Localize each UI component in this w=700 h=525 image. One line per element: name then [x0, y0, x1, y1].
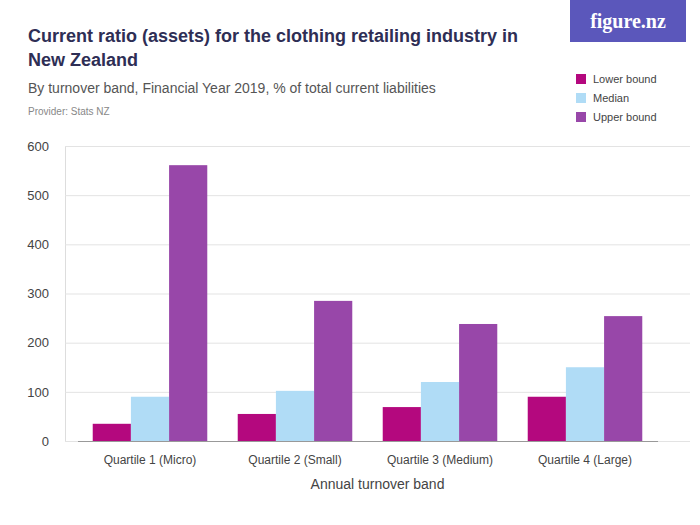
x-axis-line — [78, 441, 658, 442]
y-tick-label: 100 — [27, 384, 49, 399]
y-axis-line — [66, 147, 691, 442]
grid-line — [65, 146, 690, 147]
x-tick-label: Quartile 1 (Micro) — [104, 453, 197, 467]
y-tick-label: 600 — [27, 139, 49, 154]
y-tick: 200 — [27, 335, 690, 350]
bar — [169, 165, 207, 441]
bars — [93, 165, 643, 441]
legend-label: Upper bound — [593, 111, 657, 123]
legend-swatch — [576, 93, 586, 103]
series — [169, 165, 642, 441]
y-tick: 300 — [27, 286, 690, 301]
bar — [383, 407, 421, 441]
logo: figure.nz — [570, 0, 686, 42]
x-tick-label: Quartile 2 (Small) — [248, 453, 341, 467]
y-tick-label: 200 — [27, 335, 49, 350]
logo-text: figure.nz — [590, 10, 666, 33]
y-tick-label: 300 — [27, 286, 49, 301]
y-tick: 400 — [27, 237, 690, 252]
bar — [566, 367, 604, 441]
bar — [528, 397, 566, 441]
grid-line — [65, 294, 690, 295]
grid-line — [65, 343, 690, 344]
grid-line — [65, 441, 690, 442]
bar — [604, 316, 642, 441]
legend: Lower bound Median Upper bound — [576, 73, 657, 123]
legend-item: Upper bound — [576, 111, 657, 123]
subtitle: By turnover band, Financial Year 2019, %… — [28, 80, 436, 96]
y-tick-label: 400 — [27, 237, 49, 252]
bar — [131, 397, 169, 441]
legend-swatch — [576, 112, 586, 122]
logo-box — [570, 0, 686, 42]
x-tick: Quartile 4 (Large) — [538, 441, 632, 467]
x-tick: Quartile 3 (Medium) — [387, 441, 493, 467]
x-axis-title: Annual turnover band — [311, 476, 445, 492]
legend-label: Lower bound — [593, 73, 657, 85]
legend-item: Median — [576, 92, 629, 104]
bar — [238, 414, 276, 441]
source: Provider: Stats NZ — [28, 106, 110, 117]
x-tick: Quartile 1 (Micro) — [104, 441, 197, 467]
legend-label: Median — [593, 92, 629, 104]
bar — [421, 382, 459, 441]
grid-line — [65, 244, 690, 245]
bar — [314, 301, 352, 441]
bar — [93, 424, 131, 441]
chart: figure.nz Current ratio (assets) for the … — [0, 0, 700, 525]
y-tick: 500 — [27, 188, 690, 203]
x-tick: Quartile 2 (Small) — [248, 441, 341, 467]
bar — [459, 324, 497, 441]
x-tick-label: Quartile 3 (Medium) — [387, 453, 493, 467]
legend-item: Lower bound — [576, 73, 657, 85]
y-axis: 0 100 200 300 400 500 600 — [27, 139, 690, 449]
bar — [276, 391, 314, 441]
x-tick-label: Quartile 4 (Large) — [538, 453, 632, 467]
y-tick-label: 0 — [42, 434, 49, 449]
y-tick-label: 500 — [27, 188, 49, 203]
title: Current ratio (assets) for the clothing … — [28, 26, 518, 70]
x-axis: Quartile 1 (Micro) Quartile 2 (Small) Quar… — [78, 441, 658, 467]
grid-line — [65, 195, 690, 196]
y-tick: 600 — [27, 139, 690, 154]
legend-swatch — [576, 74, 586, 84]
